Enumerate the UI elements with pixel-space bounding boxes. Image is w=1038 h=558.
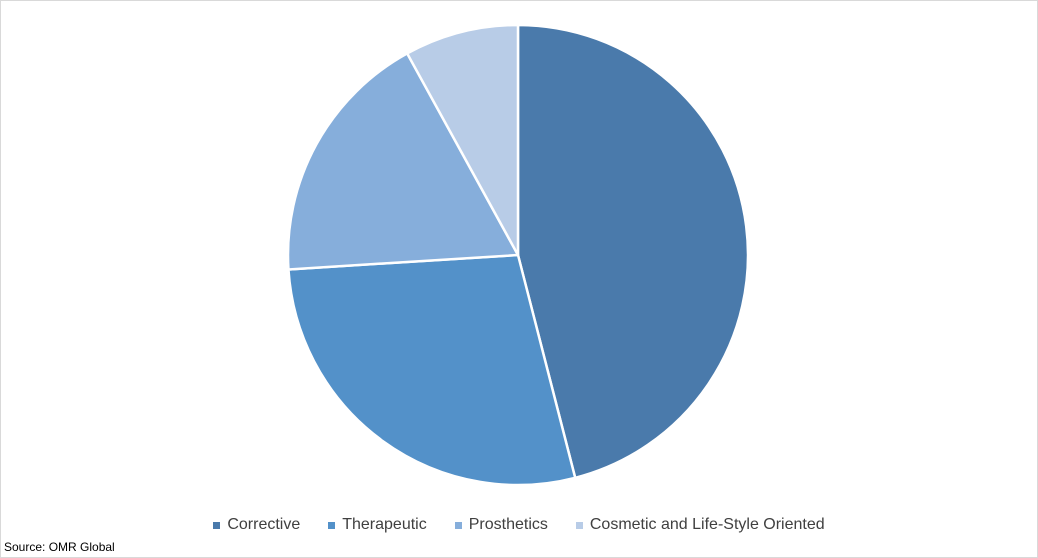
pie-slice-cosmetic: [405, 23, 520, 257]
legend-swatch-prosthetics: [454, 521, 462, 529]
legend-item-prosthetics: Prosthetics: [454, 516, 548, 534]
chart-legend: Corrective Therapeutic Prosthetics Cosme…: [0, 516, 1038, 534]
pie-slice-corrective: [516, 23, 750, 480]
legend-item-cosmetic: Cosmetic and Life-Style Oriented: [575, 516, 825, 534]
legend-label-therapeutic: Therapeutic: [342, 516, 427, 533]
source-note: Source: OMR Global: [4, 540, 115, 554]
legend-swatch-cosmetic: [575, 521, 583, 529]
legend-label-corrective: Corrective: [227, 516, 301, 533]
legend-item-corrective: Corrective: [213, 516, 300, 534]
legend-label-prosthetics: Prosthetics: [468, 516, 548, 533]
legend-swatch-therapeutic: [328, 521, 336, 529]
legend-label-cosmetic: Cosmetic and Life-Style Oriented: [589, 516, 825, 533]
pie-slice-therapeutic: [287, 253, 577, 487]
legend-item-therapeutic: Therapeutic: [328, 516, 427, 534]
pie-slice-prosthetics: [286, 52, 520, 271]
legend-swatch-corrective: [213, 521, 221, 529]
